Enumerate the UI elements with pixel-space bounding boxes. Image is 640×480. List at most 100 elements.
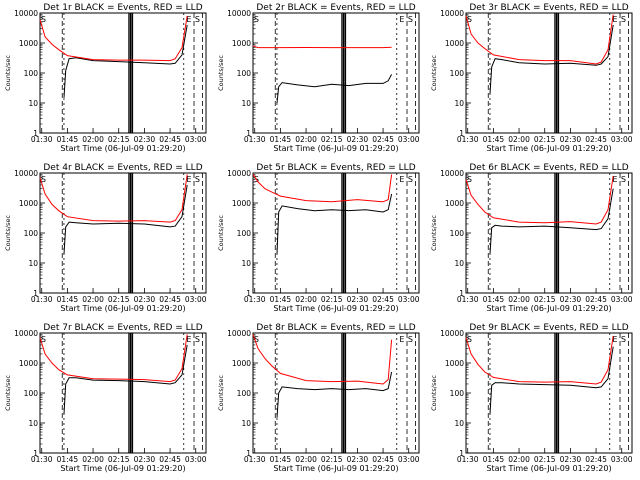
interval-marker-label: S bbox=[467, 15, 472, 24]
interval-marker-label: E bbox=[399, 175, 404, 184]
y-tick-label: 1000 bbox=[445, 359, 464, 368]
interval-marker-label: S bbox=[621, 335, 626, 344]
x-tick-label: 02:15 bbox=[321, 295, 343, 304]
x-tick-label: 02:30 bbox=[134, 295, 156, 304]
x-tick-label: 01:30 bbox=[31, 135, 53, 144]
y-tick-label: 10 bbox=[454, 99, 464, 108]
x-axis-label: Start Time (06-Jul-09 01:29:20) bbox=[486, 144, 611, 153]
y-tick-label: 100 bbox=[237, 229, 252, 238]
interval-marker-label: E bbox=[612, 15, 617, 24]
series-line-red bbox=[252, 174, 393, 203]
y-tick-label: 100 bbox=[450, 69, 465, 78]
x-tick-label: 02:45 bbox=[159, 455, 181, 464]
interval-marker-label: E bbox=[612, 175, 617, 184]
y-tick-label: 10 bbox=[454, 259, 464, 268]
y-tick-label: 10000 bbox=[14, 329, 38, 338]
y-tick-label: 100 bbox=[237, 69, 252, 78]
x-tick-label: 02:30 bbox=[347, 295, 369, 304]
y-tick-label: 1 bbox=[459, 129, 464, 138]
x-tick-label: 02:30 bbox=[347, 455, 369, 464]
x-axis-label: Start Time (06-Jul-09 01:29:20) bbox=[60, 464, 185, 473]
interval-marker-label: S bbox=[195, 335, 200, 344]
series-line-red bbox=[39, 334, 188, 383]
x-tick-label: 02:00 bbox=[82, 295, 104, 304]
y-tick-label: 1 bbox=[459, 449, 464, 458]
x-axis-label: Start Time (06-Jul-09 01:29:20) bbox=[60, 144, 185, 153]
x-tick-label: 03:00 bbox=[398, 455, 420, 464]
series-line-black bbox=[63, 24, 188, 98]
x-tick-label: 03:00 bbox=[611, 295, 633, 304]
interval-marker-label: S bbox=[467, 175, 472, 184]
x-tick-label: 02:15 bbox=[534, 295, 556, 304]
x-tick-label: 03:00 bbox=[611, 455, 633, 464]
x-axis-label: Start Time (06-Jul-09 01:29:20) bbox=[486, 304, 611, 313]
x-tick-label: 03:00 bbox=[185, 135, 207, 144]
y-tick-label: 1000 bbox=[232, 39, 251, 48]
x-tick-label: 01:45 bbox=[483, 295, 505, 304]
y-tick-label: 10 bbox=[241, 259, 251, 268]
x-tick-label: 02:00 bbox=[508, 455, 530, 464]
interval-marker-label: S bbox=[621, 175, 626, 184]
x-tick-label: 01:45 bbox=[270, 135, 292, 144]
series-line-black bbox=[63, 344, 188, 415]
x-tick-label: 02:30 bbox=[560, 455, 582, 464]
x-tick-label: 02:00 bbox=[295, 455, 317, 464]
y-tick-label: 10 bbox=[241, 99, 251, 108]
y-axis-label: Counts/sec bbox=[4, 215, 12, 251]
x-tick-label: 01:30 bbox=[457, 295, 479, 304]
x-tick-label: 02:00 bbox=[295, 295, 317, 304]
y-tick-label: 1000 bbox=[445, 199, 464, 208]
x-tick-label: 01:30 bbox=[457, 455, 479, 464]
interval-marker-label: S bbox=[621, 15, 626, 24]
chart-panel-4: Det 4r BLACK = Events, RED = LLD Counts/s… bbox=[4, 163, 207, 313]
x-tick-label: 02:15 bbox=[534, 455, 556, 464]
y-tick-label: 100 bbox=[24, 69, 39, 78]
series-line-black bbox=[276, 74, 393, 104]
y-axis-label: Counts/sec bbox=[4, 375, 12, 411]
x-tick-label: 01:30 bbox=[244, 295, 266, 304]
y-tick-label: 100 bbox=[237, 389, 252, 398]
chart-title: Det 3r BLACK = Events, RED = LLD bbox=[469, 3, 628, 13]
y-tick-label: 10000 bbox=[227, 169, 251, 178]
x-axis-label: Start Time (06-Jul-09 01:29:20) bbox=[486, 464, 611, 473]
x-tick-label: 02:45 bbox=[585, 295, 607, 304]
x-tick-label: 02:45 bbox=[372, 295, 394, 304]
y-tick-label: 1000 bbox=[232, 359, 251, 368]
y-tick-label: 1 bbox=[33, 289, 38, 298]
x-tick-label: 01:45 bbox=[57, 455, 79, 464]
y-tick-label: 10 bbox=[241, 419, 251, 428]
y-tick-label: 10000 bbox=[440, 9, 464, 18]
series-line-black bbox=[63, 184, 188, 255]
y-tick-label: 10 bbox=[28, 99, 38, 108]
interval-marker-label: E bbox=[186, 175, 191, 184]
x-tick-label: 02:30 bbox=[134, 455, 156, 464]
x-tick-label: 02:45 bbox=[585, 135, 607, 144]
interval-marker-label: S bbox=[408, 335, 413, 344]
y-tick-label: 1000 bbox=[19, 39, 38, 48]
interval-marker-label: E bbox=[186, 15, 191, 24]
chart-title: Det 7r BLACK = Events, RED = LLD bbox=[43, 323, 202, 333]
interval-marker-label: S bbox=[41, 15, 46, 24]
x-tick-label: 02:30 bbox=[347, 135, 369, 144]
x-tick-label: 03:00 bbox=[185, 295, 207, 304]
x-tick-label: 02:45 bbox=[372, 455, 394, 464]
x-tick-label: 03:00 bbox=[185, 455, 207, 464]
chart-title: Det 1r BLACK = Events, RED = LLD bbox=[43, 3, 202, 13]
x-axis-label: Start Time (06-Jul-09 01:29:20) bbox=[273, 144, 398, 153]
chart-title: Det 5r BLACK = Events, RED = LLD bbox=[256, 163, 415, 173]
chart-panel-7: Det 7r BLACK = Events, RED = LLD Counts/s… bbox=[4, 323, 207, 473]
y-tick-label: 100 bbox=[24, 389, 39, 398]
chart-panel-1: Det 1r BLACK = Events, RED = LLD Counts/s… bbox=[4, 3, 207, 153]
y-tick-label: 1 bbox=[33, 449, 38, 458]
interval-marker-label: E bbox=[399, 15, 404, 24]
x-tick-label: 01:45 bbox=[483, 455, 505, 464]
x-tick-label: 02:45 bbox=[159, 135, 181, 144]
plot-frame bbox=[252, 332, 420, 454]
series-line-red bbox=[465, 175, 614, 225]
x-tick-label: 01:45 bbox=[483, 135, 505, 144]
x-tick-label: 01:30 bbox=[31, 295, 53, 304]
y-tick-label: 10000 bbox=[227, 329, 251, 338]
y-tick-label: 1 bbox=[246, 129, 251, 138]
x-tick-label: 02:15 bbox=[534, 135, 556, 144]
x-tick-label: 02:15 bbox=[321, 135, 343, 144]
